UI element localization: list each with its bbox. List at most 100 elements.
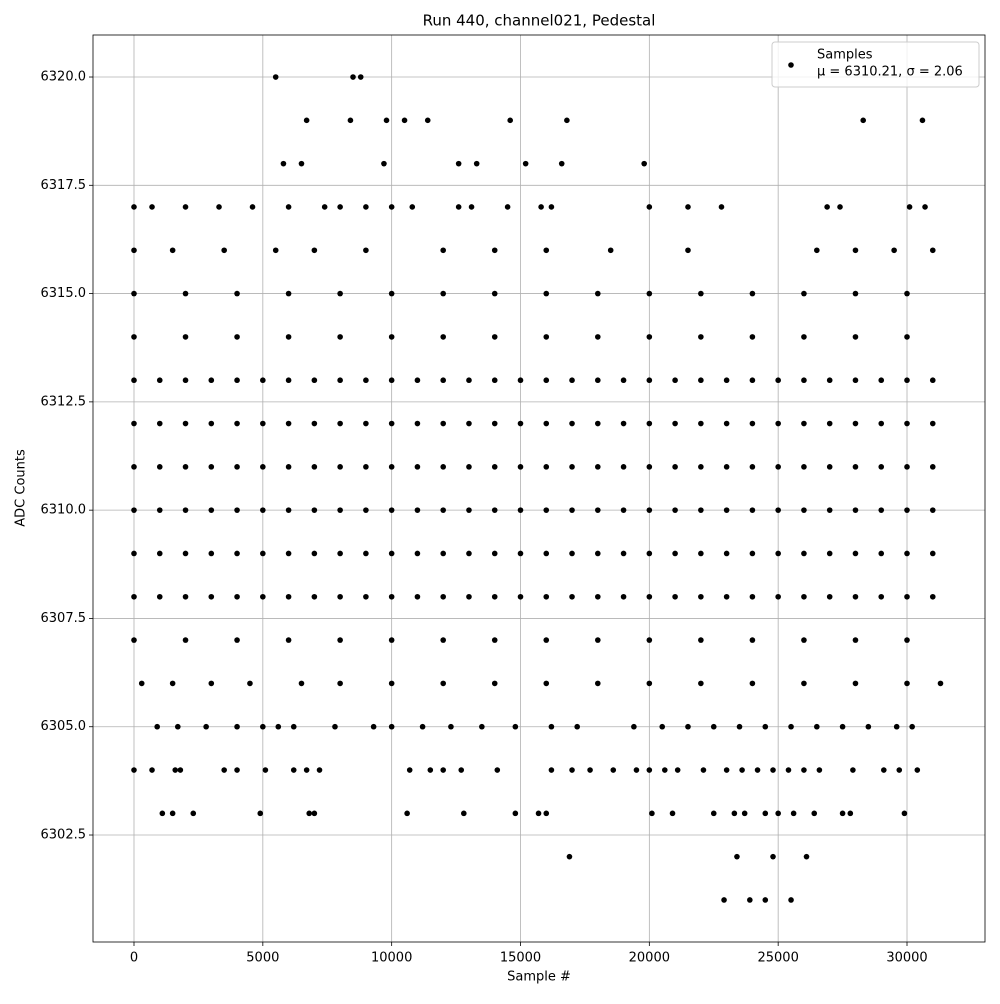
data-point (762, 810, 769, 817)
data-point (878, 550, 885, 557)
data-point (388, 204, 395, 210)
data-point (674, 767, 681, 773)
data-point (190, 810, 197, 817)
data-point (801, 377, 807, 384)
data-point (543, 420, 550, 427)
data-point (775, 507, 781, 513)
x-tick-label: 30000 (886, 951, 927, 966)
data-point (569, 767, 575, 773)
data-point (607, 247, 614, 254)
data-point (154, 723, 160, 730)
data-point (234, 334, 240, 340)
data-point (595, 420, 601, 427)
data-point (749, 637, 756, 643)
data-point (646, 377, 653, 384)
data-point (801, 420, 807, 427)
data-point (517, 593, 524, 600)
data-point (174, 723, 181, 730)
data-point (891, 247, 897, 254)
data-point (700, 767, 707, 773)
data-point (595, 377, 601, 384)
data-point (272, 74, 279, 80)
data-point (285, 290, 292, 297)
data-point (311, 464, 318, 470)
x-tick-label: 5000 (246, 951, 279, 966)
data-point (491, 464, 498, 470)
data-point (280, 160, 287, 167)
data-point (904, 464, 910, 470)
data-point (788, 897, 794, 903)
data-point (548, 767, 555, 773)
data-point (234, 723, 240, 730)
data-point (169, 247, 176, 254)
y-tick-label: 6302.5 (41, 828, 87, 843)
data-point (208, 507, 215, 513)
data-point (631, 723, 637, 730)
data-point (775, 593, 781, 600)
data-point (749, 420, 756, 427)
data-point (517, 464, 524, 470)
data-point (347, 117, 354, 124)
data-point (723, 420, 730, 427)
data-point (156, 550, 163, 557)
data-point (685, 723, 691, 730)
data-point (182, 637, 189, 643)
data-point (337, 550, 343, 557)
data-point (906, 204, 913, 210)
data-point (739, 767, 745, 773)
data-point (775, 377, 781, 384)
data-point (620, 420, 627, 427)
data-point (473, 160, 480, 167)
data-point (698, 550, 704, 557)
data-point (363, 420, 369, 427)
data-point (440, 680, 446, 687)
data-point (937, 680, 944, 687)
data-point (574, 723, 580, 730)
data-point (698, 377, 704, 384)
data-point (685, 204, 691, 210)
data-point (646, 334, 653, 340)
data-point (731, 810, 738, 817)
data-point (466, 464, 472, 470)
data-point (685, 247, 691, 254)
mark-layer (131, 74, 944, 903)
data-point (363, 593, 369, 600)
data-point (182, 290, 189, 297)
y-tick-label: 6315.0 (41, 286, 87, 301)
data-point (260, 420, 266, 427)
data-point (543, 247, 550, 254)
data-point (881, 767, 887, 773)
data-point (440, 767, 446, 773)
data-point (569, 550, 575, 557)
data-point (852, 593, 859, 600)
data-point (646, 550, 653, 557)
data-point (747, 897, 753, 903)
data-point (811, 810, 818, 817)
data-point (131, 464, 137, 470)
data-point (548, 204, 555, 210)
data-point (569, 420, 575, 427)
data-point (260, 593, 266, 600)
data-point (512, 723, 519, 730)
legend-note: μ = 6310.21, σ = 2.06 (817, 65, 963, 80)
data-point (285, 507, 292, 513)
data-point (234, 550, 240, 557)
data-point (522, 160, 529, 167)
legend-marker (788, 62, 794, 68)
data-point (172, 767, 179, 773)
data-point (929, 550, 936, 557)
data-point (723, 464, 730, 470)
data-point (801, 334, 807, 340)
data-point (641, 160, 647, 167)
data-point (721, 897, 727, 903)
y-tick-label: 6320.0 (41, 70, 87, 85)
data-point (311, 420, 318, 427)
data-point (852, 290, 859, 297)
data-point (275, 723, 282, 730)
data-point (260, 507, 266, 513)
data-point (749, 550, 756, 557)
data-point (131, 420, 137, 427)
data-point (316, 767, 323, 773)
data-point (543, 464, 550, 470)
